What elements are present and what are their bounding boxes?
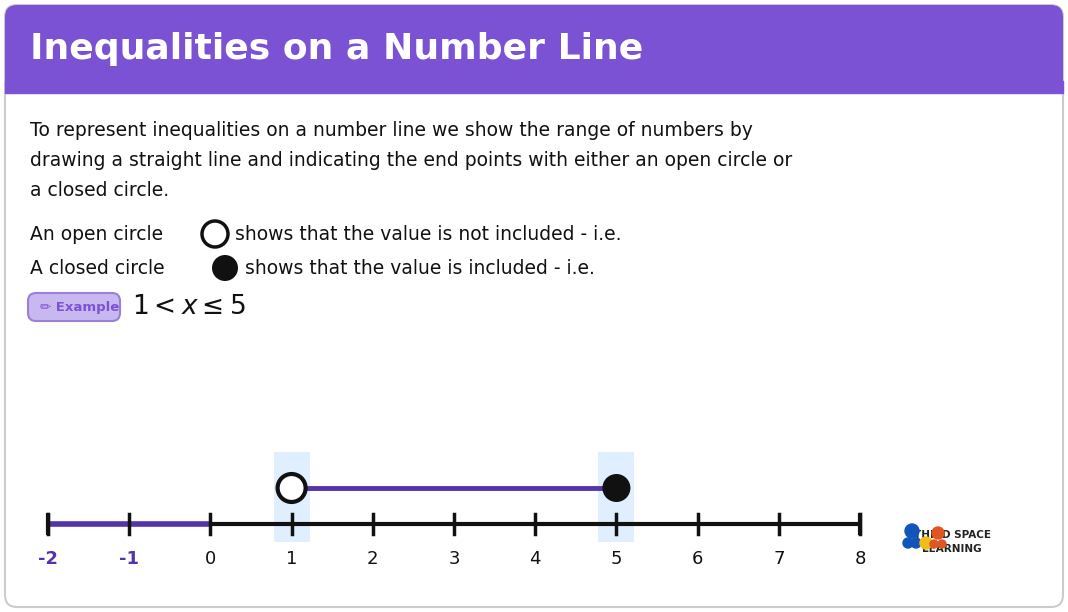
Text: 1: 1	[286, 550, 297, 568]
Text: shows that the value is not included - i.e.: shows that the value is not included - i…	[235, 225, 622, 244]
Circle shape	[932, 527, 944, 539]
Text: 3: 3	[449, 550, 459, 568]
Text: 0: 0	[205, 550, 216, 568]
Text: 4: 4	[530, 550, 541, 568]
Circle shape	[930, 540, 938, 548]
Circle shape	[911, 538, 921, 548]
Text: 7: 7	[773, 550, 785, 568]
Text: shows that the value is included - i.e.: shows that the value is included - i.e.	[245, 259, 595, 278]
Text: 6: 6	[692, 550, 704, 568]
Text: To represent inequalities on a number line we show the range of numbers by: To represent inequalities on a number li…	[30, 121, 753, 140]
FancyBboxPatch shape	[273, 452, 310, 542]
Circle shape	[938, 540, 946, 548]
Text: An open circle: An open circle	[30, 225, 163, 244]
Text: A closed circle: A closed circle	[30, 259, 164, 278]
Text: 5: 5	[611, 550, 623, 568]
Text: 8: 8	[854, 550, 866, 568]
FancyBboxPatch shape	[5, 5, 1063, 93]
Text: 2: 2	[367, 550, 378, 568]
Text: Inequalities on a Number Line: Inequalities on a Number Line	[30, 32, 643, 66]
Text: -2: -2	[38, 550, 58, 568]
FancyBboxPatch shape	[5, 5, 1063, 607]
Circle shape	[905, 524, 918, 538]
Text: drawing a straight line and indicating the end points with either an open circle: drawing a straight line and indicating t…	[30, 151, 792, 170]
FancyBboxPatch shape	[598, 452, 634, 542]
Text: $1 < x \leq 5$: $1 < x \leq 5$	[132, 294, 246, 320]
Circle shape	[904, 538, 913, 548]
Text: THIRD SPACE: THIRD SPACE	[913, 530, 990, 540]
Circle shape	[278, 474, 305, 502]
Text: ✏ Example: ✏ Example	[40, 300, 120, 313]
Text: a closed circle.: a closed circle.	[30, 181, 169, 200]
Circle shape	[920, 537, 932, 549]
FancyBboxPatch shape	[28, 293, 120, 321]
Circle shape	[213, 255, 238, 281]
Text: -1: -1	[120, 550, 139, 568]
Circle shape	[602, 474, 630, 502]
Text: LEARNING: LEARNING	[922, 544, 981, 554]
Circle shape	[202, 221, 227, 247]
